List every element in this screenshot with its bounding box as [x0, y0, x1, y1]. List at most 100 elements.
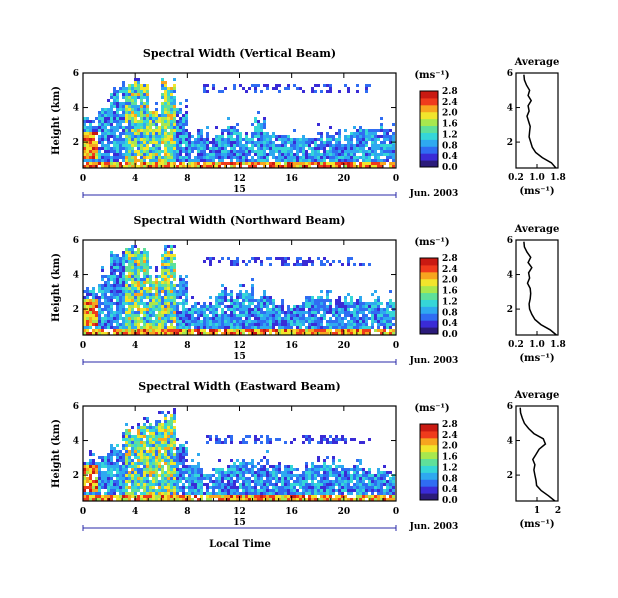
heatmap-cell	[293, 138, 296, 141]
heatmap-cell	[122, 305, 125, 308]
heatmap-cell	[227, 314, 230, 317]
heatmap-cell	[146, 480, 149, 483]
heatmap-cell	[212, 495, 215, 498]
heatmap-cell	[344, 129, 347, 132]
heatmap-cell	[362, 483, 365, 486]
heatmap-cell	[164, 257, 167, 260]
heatmap-cell	[155, 129, 158, 132]
colorbar-tick-label: 0.4	[442, 485, 458, 495]
heatmap-cell	[161, 87, 164, 90]
heatmap-cell	[350, 302, 353, 305]
heatmap-cell	[215, 156, 218, 159]
heatmap-cell	[164, 483, 167, 486]
heatmap-cell	[299, 150, 302, 153]
heatmap-cell	[113, 120, 116, 123]
heatmap-cell	[335, 489, 338, 492]
heatmap-cell	[83, 471, 86, 474]
heatmap-cell	[242, 474, 245, 477]
heatmap-cell	[173, 456, 176, 459]
heatmap-cell	[281, 477, 284, 480]
heatmap-cell	[254, 329, 257, 332]
heatmap-cell	[140, 299, 143, 302]
heatmap-cell	[380, 314, 383, 317]
heatmap-cell	[254, 474, 257, 477]
heatmap-cell	[356, 138, 359, 141]
heatmap-cell	[146, 444, 149, 447]
heatmap-cell	[164, 471, 167, 474]
heatmap-cell	[203, 308, 206, 311]
heatmap-cell	[227, 135, 230, 138]
heatmap-cell	[380, 302, 383, 305]
heatmap-cell	[296, 495, 299, 498]
heatmap-cell	[134, 435, 137, 438]
heatmap-cell	[101, 284, 104, 287]
heatmap-cell	[245, 141, 248, 144]
heatmap-cell	[122, 260, 125, 263]
colorbar-segment	[420, 320, 438, 328]
heatmap-cell	[149, 456, 152, 459]
heatmap-cell	[188, 132, 191, 135]
heatmap-cell	[191, 471, 194, 474]
heatmap-cell	[167, 296, 170, 299]
heatmap-cell	[323, 486, 326, 489]
heatmap-cell	[122, 480, 125, 483]
heatmap-cell	[221, 296, 224, 299]
heatmap-cell	[143, 483, 146, 486]
heatmap-cell	[290, 326, 293, 329]
heatmap-cell	[155, 165, 158, 168]
heatmap-cell	[323, 311, 326, 314]
heatmap-cell	[143, 435, 146, 438]
heatmap-cell	[137, 153, 140, 156]
heatmap-cell	[83, 462, 86, 465]
heatmap-cell	[143, 329, 146, 332]
heatmap-cell	[182, 126, 185, 129]
heatmap-cell	[122, 483, 125, 486]
heatmap-cell	[143, 317, 146, 320]
heatmap-cell	[338, 138, 341, 141]
heatmap-cell	[170, 332, 173, 335]
heatmap-cell	[200, 156, 203, 159]
heatmap-cell	[104, 314, 107, 317]
heatmap-cell	[194, 156, 197, 159]
heatmap-cell	[206, 314, 209, 317]
heatmap-cell	[101, 332, 104, 335]
heatmap-cell	[269, 296, 272, 299]
heatmap-cell	[125, 492, 128, 495]
heatmap-cell	[161, 323, 164, 326]
heatmap-cell	[161, 432, 164, 435]
heatmap-cell	[182, 141, 185, 144]
heatmap-cell	[107, 111, 110, 114]
heatmap-cell	[161, 459, 164, 462]
average-y-tick-label: 4	[507, 271, 513, 281]
heatmap-cell	[107, 141, 110, 144]
heatmap-cell	[299, 332, 302, 335]
heatmap-cell	[104, 474, 107, 477]
heatmap-cell	[164, 165, 167, 168]
heatmap-cell	[104, 495, 107, 498]
heatmap-cell	[359, 462, 362, 465]
heatmap-cell	[131, 135, 134, 138]
heatmap-cell	[149, 486, 152, 489]
heatmap-cell	[302, 332, 305, 335]
heatmap-cell	[170, 468, 173, 471]
heatmap-cell	[227, 489, 230, 492]
heatmap-cell	[179, 156, 182, 159]
heatmap-cell	[263, 299, 266, 302]
heatmap-cell	[299, 480, 302, 483]
heatmap-cell	[137, 281, 140, 284]
heatmap-cell	[215, 150, 218, 153]
heatmap-cell	[221, 314, 224, 317]
heatmap-cell	[212, 156, 215, 159]
heatmap-cell	[98, 147, 101, 150]
heatmap-cell	[161, 320, 164, 323]
heatmap-cell	[206, 90, 209, 93]
heatmap-cell	[98, 326, 101, 329]
heatmap-cell	[131, 290, 134, 293]
heatmap-cell	[185, 111, 188, 114]
heatmap-cell	[134, 299, 137, 302]
heatmap-cell	[248, 159, 251, 162]
heatmap-cell	[143, 96, 146, 99]
heatmap-cell	[113, 468, 116, 471]
heatmap-cell	[200, 495, 203, 498]
heatmap-cell	[146, 165, 149, 168]
